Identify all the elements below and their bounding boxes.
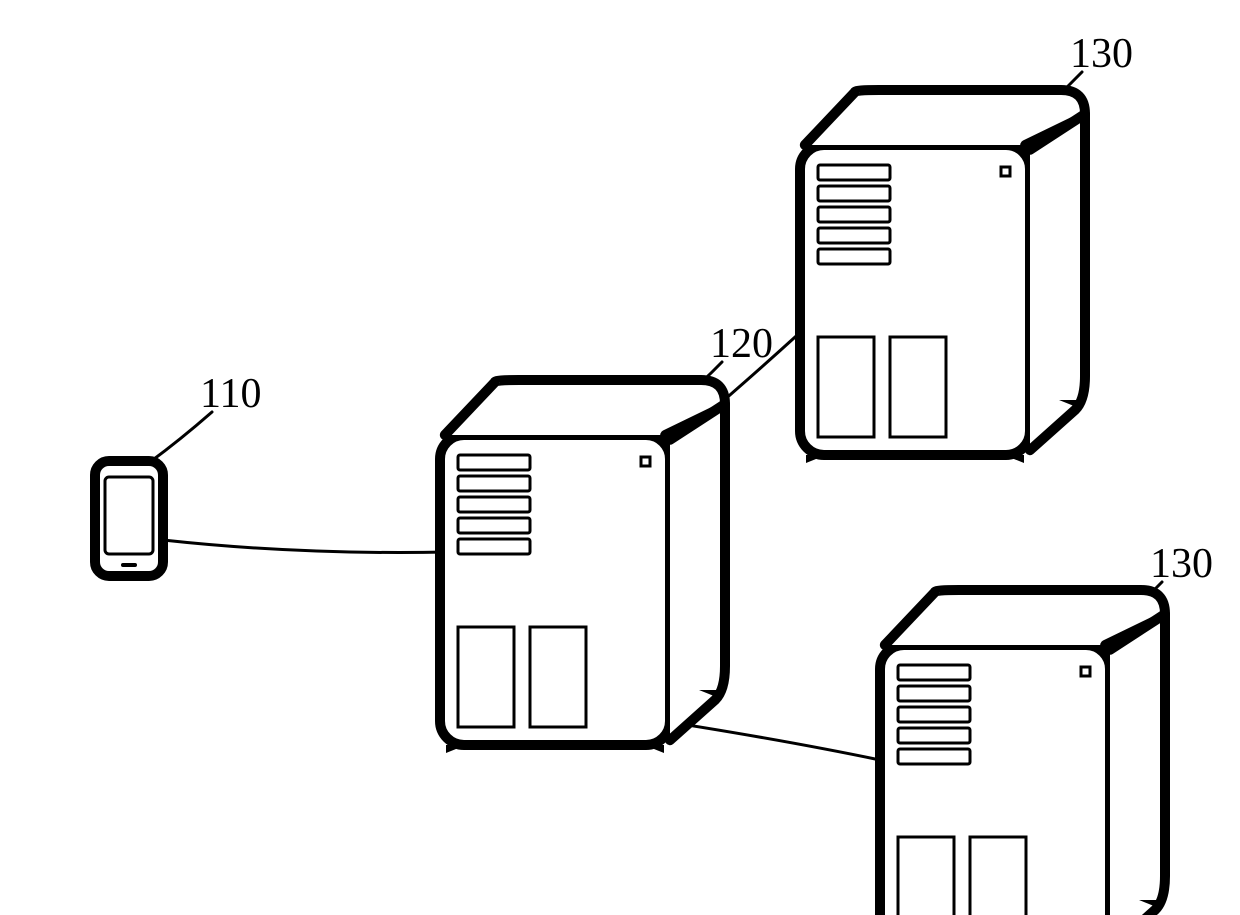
label-120: 120 bbox=[710, 320, 773, 368]
label-130b: 130 bbox=[1150, 540, 1213, 588]
label-130a: 130 bbox=[1070, 30, 1133, 78]
label-110: 110 bbox=[200, 370, 261, 418]
diagram-svg bbox=[0, 0, 1240, 915]
